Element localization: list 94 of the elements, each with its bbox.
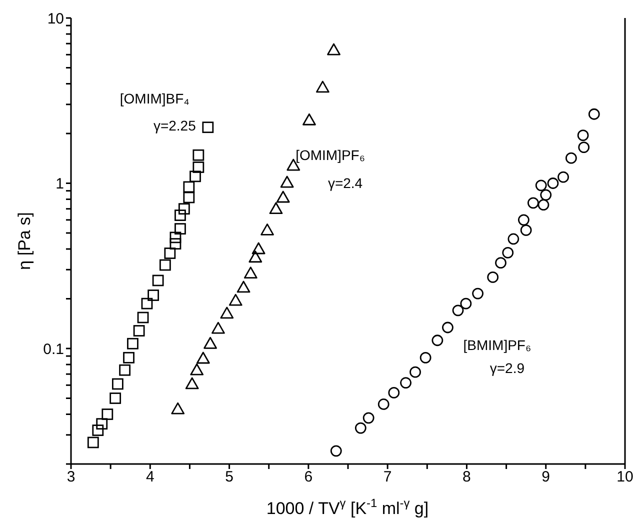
point <box>133 325 145 336</box>
annotation: γ=2.25 <box>153 117 196 134</box>
point <box>171 402 185 414</box>
point <box>248 250 262 263</box>
point <box>192 162 204 173</box>
point <box>228 294 242 306</box>
series-label: [OMIM]PF₆ <box>296 147 365 164</box>
point <box>302 113 316 126</box>
point <box>148 290 160 301</box>
point <box>159 259 171 271</box>
point <box>452 304 464 316</box>
point <box>92 424 104 436</box>
x-tick-label: 5 <box>225 468 234 486</box>
point <box>102 408 114 420</box>
point <box>196 352 210 364</box>
point <box>558 171 569 183</box>
point <box>460 298 472 310</box>
point <box>252 242 266 254</box>
point <box>110 392 122 404</box>
x-tick-label: 3 <box>66 468 76 486</box>
point <box>520 224 532 236</box>
point <box>244 266 258 279</box>
point <box>327 43 340 56</box>
x-tick-label: 7 <box>383 468 392 486</box>
point <box>174 223 186 235</box>
point <box>220 306 234 319</box>
point <box>362 412 374 424</box>
point <box>170 232 182 244</box>
point <box>137 312 149 324</box>
y-axis-title: η [Pa s] <box>15 212 34 270</box>
point <box>442 322 454 334</box>
point <box>192 149 204 161</box>
point <box>190 363 204 376</box>
point <box>170 238 182 250</box>
point <box>190 170 201 182</box>
point <box>260 223 274 236</box>
point <box>174 210 186 221</box>
point <box>378 398 390 410</box>
point <box>388 387 400 398</box>
x-tick-label: 6 <box>304 468 313 486</box>
point <box>508 233 520 245</box>
annotation: γ=2.9 <box>490 360 525 376</box>
point <box>316 80 330 93</box>
point <box>152 274 164 286</box>
point <box>577 130 589 142</box>
point <box>183 181 195 193</box>
y-tick-label: 1 <box>56 176 64 193</box>
point <box>119 364 131 376</box>
point <box>518 214 530 226</box>
point <box>87 436 99 448</box>
point <box>354 422 366 434</box>
point <box>502 246 514 258</box>
x-tick-label: 10 <box>616 468 633 486</box>
x-tick-label: 8 <box>462 468 471 486</box>
x-tick-label: 9 <box>542 468 550 486</box>
point <box>112 378 124 390</box>
point <box>269 202 283 214</box>
point <box>204 336 217 349</box>
point <box>410 366 421 378</box>
point <box>565 152 577 164</box>
y-tick-label: 0.1 <box>43 340 64 358</box>
point <box>96 418 108 430</box>
point <box>538 199 550 211</box>
point <box>280 176 294 188</box>
point <box>236 280 250 293</box>
point <box>540 189 552 201</box>
x-tick-label: 4 <box>146 468 154 486</box>
point <box>420 352 432 364</box>
point <box>127 338 138 350</box>
point <box>276 190 290 203</box>
point <box>141 298 153 310</box>
point <box>527 197 539 209</box>
point <box>400 377 412 389</box>
point <box>578 142 590 154</box>
series-label: [BMIM]PF₆ <box>463 337 532 354</box>
point <box>164 248 176 259</box>
point <box>178 203 190 215</box>
point <box>547 178 559 189</box>
point <box>535 180 547 192</box>
series-label: [OMIM]BF₄ <box>120 90 190 106</box>
x-axis-title: 1000 / TV$^{γ}$ [K$^{-1}$ ml$^{-γ}$ g] <box>266 496 429 518</box>
y-tick-label: 10 <box>47 10 64 28</box>
point <box>588 108 600 120</box>
point <box>185 377 199 390</box>
point <box>472 288 484 300</box>
point <box>183 192 195 204</box>
point <box>212 322 225 334</box>
point <box>495 257 506 269</box>
point <box>432 334 444 346</box>
point <box>487 272 499 283</box>
point <box>330 445 342 457</box>
annotation: γ=2.4 <box>328 175 363 192</box>
point <box>123 352 134 364</box>
point <box>202 122 214 134</box>
